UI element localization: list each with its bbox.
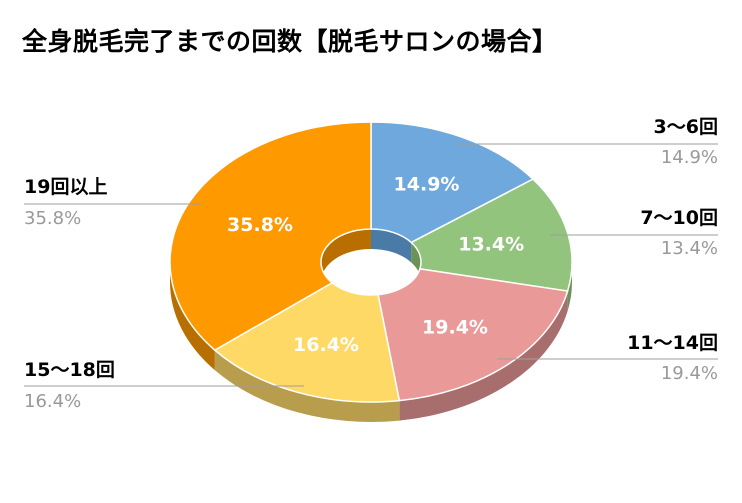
category-label-4: 15〜18回: [24, 359, 115, 381]
slice-inner-label-3: 19.4%: [422, 317, 488, 339]
slice-1: [370, 121, 535, 244]
slice-side-2: [567, 262, 572, 312]
donut-sides: [170, 262, 572, 422]
slice-5: [169, 121, 372, 352]
slice-side-3: [399, 291, 568, 421]
slice-side-4: [214, 350, 400, 422]
slice-4: [213, 281, 401, 403]
percent-label-3: 19.4%: [661, 363, 718, 384]
percent-label-2: 13.4%: [661, 238, 718, 259]
slice-inner-label-2: 13.4%: [458, 233, 524, 255]
donut-tops: [169, 121, 573, 403]
slice-inner-label-1: 14.9%: [394, 173, 460, 195]
category-label-3: 11〜14回: [627, 332, 718, 354]
slice-side-5: [170, 262, 215, 371]
slice-2: [409, 178, 573, 292]
slice-hole-wall-5-1: [321, 229, 371, 282]
category-label-2: 7〜10回: [640, 207, 718, 229]
percent-label-1: 14.9%: [661, 147, 718, 168]
category-label-1: 3〜6回: [654, 116, 718, 138]
slice-hole-wall-1-0: [371, 229, 412, 263]
category-label-5: 19回以上: [24, 176, 107, 198]
slice-inner-label-4: 16.4%: [293, 334, 359, 356]
percent-label-5: 35.8%: [24, 208, 81, 229]
percent-label-4: 16.4%: [24, 391, 81, 412]
donut-labels: 14.9% 3〜6回 14.9% 13.4% 7〜10回 13.4% 19.4% 11〜14回…: [24, 116, 718, 412]
slice-3: [377, 268, 569, 402]
chart-title: 全身脱毛完了までの回数【脱毛サロンの場合】: [22, 27, 558, 56]
slice-inner-label-5: 35.8%: [227, 214, 293, 236]
